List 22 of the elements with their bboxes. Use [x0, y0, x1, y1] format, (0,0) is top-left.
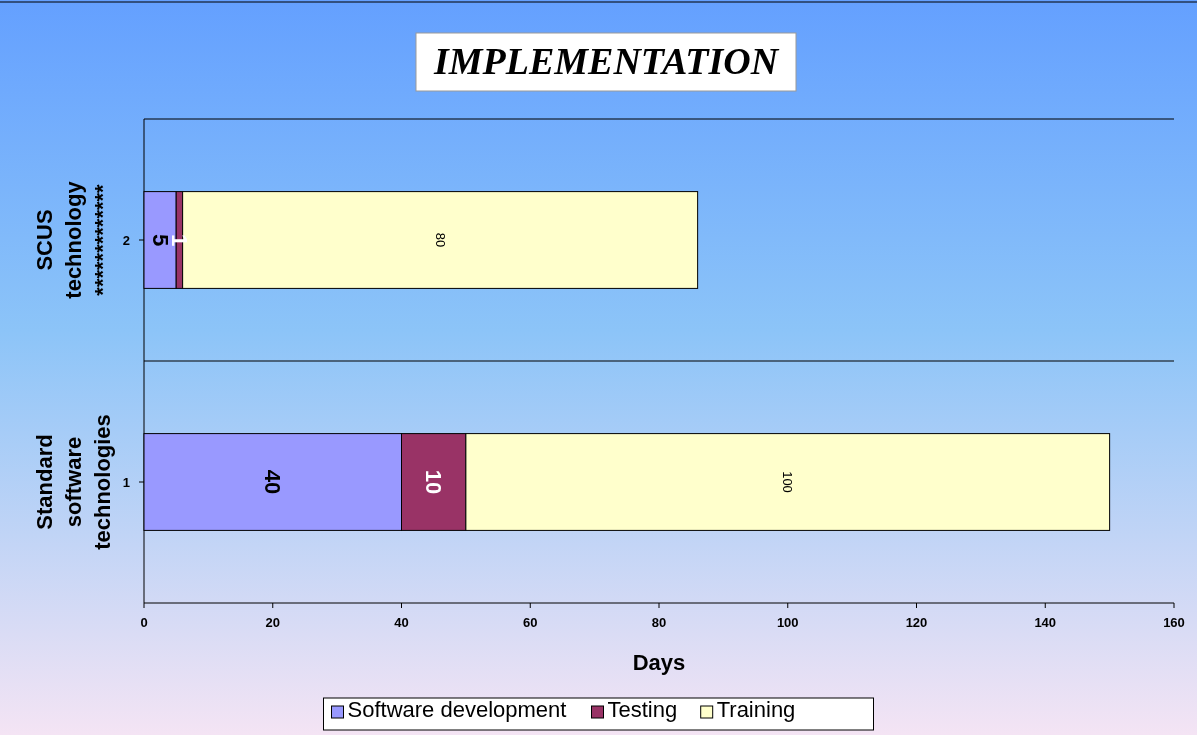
x-axis-title: Days — [632, 650, 686, 675]
x-tick-label: 0 — [140, 615, 148, 630]
x-tick-label: 40 — [394, 615, 409, 630]
data-label: 100 — [780, 471, 796, 493]
legend-label: Software development — [347, 697, 567, 722]
x-tick-label: 60 — [523, 615, 538, 630]
data-label: 40 — [260, 469, 286, 495]
x-tick-label: 140 — [1034, 615, 1057, 630]
x-tick-label: 160 — [1163, 615, 1185, 630]
x-tick-label: 100 — [776, 615, 799, 630]
y-tick-label: 2 — [122, 232, 130, 248]
data-label: 5 — [147, 233, 173, 247]
text: Standard software technologies — [32, 414, 115, 550]
data-label: 10 — [421, 469, 447, 495]
x-tick-label: 20 — [265, 615, 280, 630]
x-tick-label: 80 — [651, 615, 667, 630]
x-tick-label: 120 — [905, 615, 928, 630]
data-label: 80 — [432, 232, 448, 248]
legend-label: Testing — [607, 697, 678, 722]
legend-label: Training — [716, 697, 796, 722]
chart-title: IMPLEMENTATION — [432, 40, 780, 82]
text: SCUS technology ************* — [32, 180, 115, 299]
